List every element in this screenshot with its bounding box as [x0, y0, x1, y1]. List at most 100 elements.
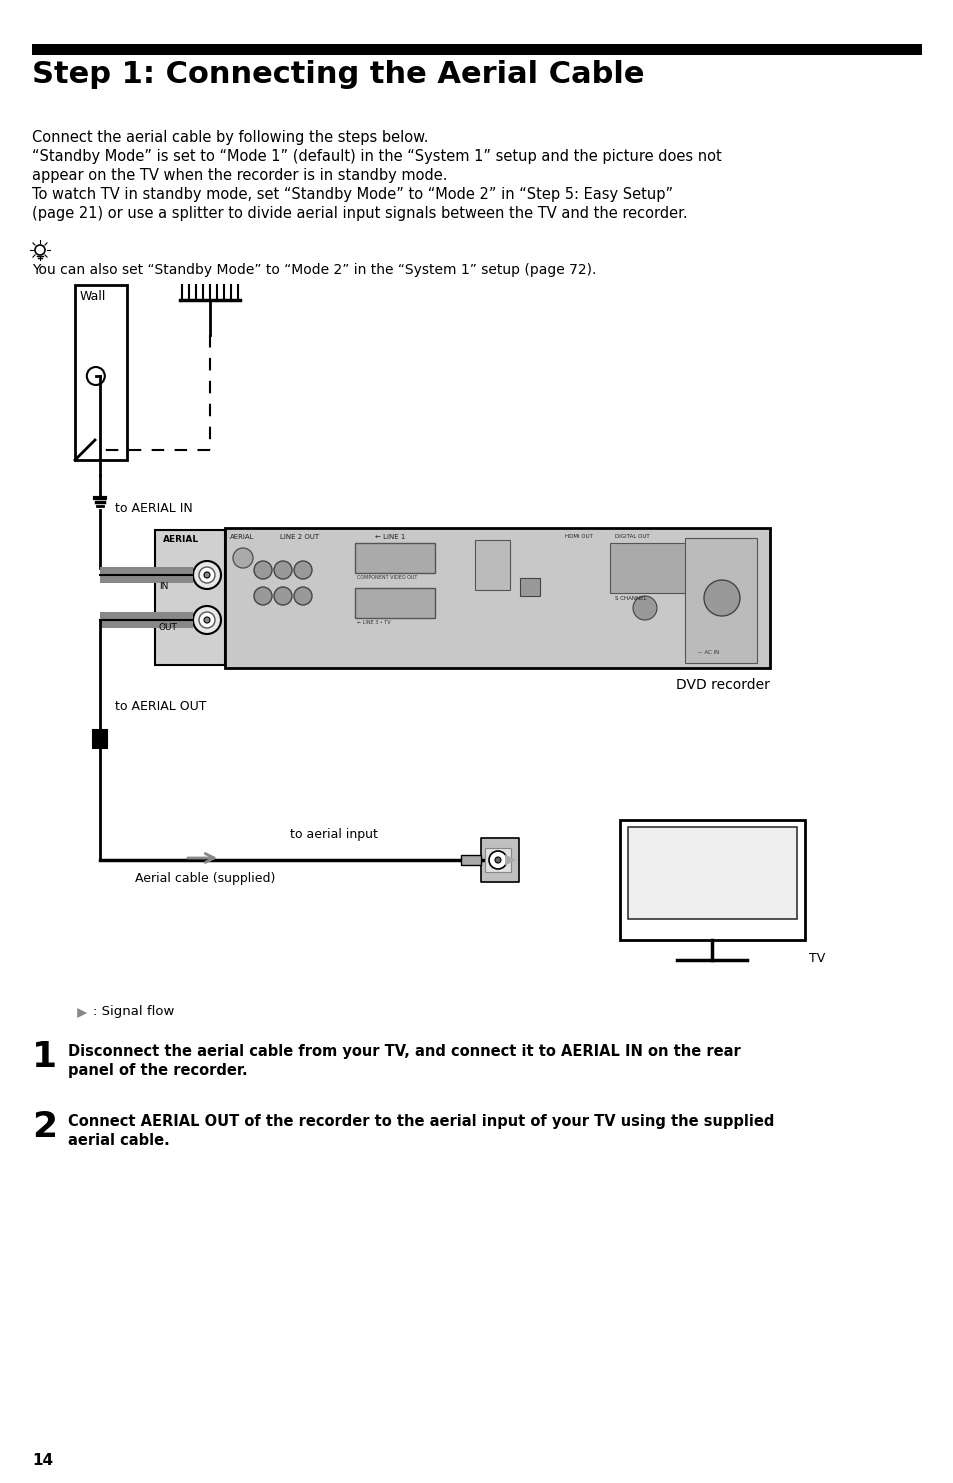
Circle shape — [422, 561, 427, 565]
Bar — [619, 820, 804, 940]
Circle shape — [199, 567, 214, 583]
Circle shape — [199, 612, 214, 627]
Circle shape — [415, 549, 418, 553]
Bar — [684, 538, 757, 663]
Circle shape — [422, 607, 427, 610]
Circle shape — [358, 561, 363, 565]
Circle shape — [274, 561, 292, 578]
Text: AERIAL: AERIAL — [230, 534, 254, 540]
Text: 1: 1 — [32, 1040, 57, 1074]
Bar — [475, 540, 510, 590]
Circle shape — [294, 587, 312, 605]
Circle shape — [193, 607, 221, 635]
Text: (page 21) or use a splitter to divide aerial input signals between the TV and th: (page 21) or use a splitter to divide ae… — [32, 206, 687, 221]
Bar — [627, 828, 796, 919]
Circle shape — [367, 607, 371, 610]
Bar — [355, 587, 435, 618]
Text: LINE 2 OUT: LINE 2 OUT — [280, 534, 319, 540]
Text: To watch TV in standby mode, set “Standby Mode” to “Mode 2” in “Step 5: Easy Set: To watch TV in standby mode, set “Standb… — [32, 187, 673, 202]
Circle shape — [274, 587, 292, 605]
Text: You can also set “Standby Mode” to “Mode 2” in the “System 1” setup (page 72).: You can also set “Standby Mode” to “Mode… — [32, 262, 596, 277]
Text: to AERIAL IN: to AERIAL IN — [115, 503, 193, 515]
Text: “Standby Mode” is set to “Mode 1” (default) in the “System 1” setup and the pict: “Standby Mode” is set to “Mode 1” (defau… — [32, 148, 721, 165]
Circle shape — [358, 607, 363, 610]
Circle shape — [391, 549, 395, 553]
Circle shape — [294, 561, 312, 578]
Circle shape — [382, 561, 387, 565]
Circle shape — [358, 595, 363, 598]
Text: OUT: OUT — [159, 623, 177, 632]
Text: appear on the TV when the recorder is in standby mode.: appear on the TV when the recorder is in… — [32, 168, 447, 182]
Bar — [519, 578, 539, 596]
Text: DVD recorder: DVD recorder — [676, 678, 769, 693]
Text: panel of the recorder.: panel of the recorder. — [68, 1063, 248, 1078]
Text: S CHANNEL: S CHANNEL — [615, 596, 646, 601]
Circle shape — [204, 617, 210, 623]
Circle shape — [415, 595, 418, 598]
Text: TV: TV — [808, 952, 824, 965]
Circle shape — [204, 572, 210, 578]
Circle shape — [87, 366, 105, 386]
Bar — [32, 44, 921, 55]
Text: AERIAL: AERIAL — [163, 535, 199, 544]
Circle shape — [407, 549, 411, 553]
Circle shape — [398, 561, 402, 565]
Circle shape — [375, 561, 378, 565]
Circle shape — [415, 607, 418, 610]
Text: ~ AC IN: ~ AC IN — [698, 650, 719, 655]
Text: to aerial input: to aerial input — [290, 828, 377, 841]
Circle shape — [391, 595, 395, 598]
Circle shape — [703, 580, 740, 615]
Text: : Signal flow: : Signal flow — [92, 1005, 174, 1017]
Circle shape — [495, 857, 500, 863]
Text: IN: IN — [159, 581, 168, 592]
Circle shape — [398, 607, 402, 610]
Text: aerial cable.: aerial cable. — [68, 1133, 170, 1148]
Bar — [460, 856, 480, 865]
Circle shape — [375, 595, 378, 598]
Circle shape — [382, 549, 387, 553]
Bar — [609, 543, 700, 593]
Bar — [225, 528, 769, 667]
Circle shape — [391, 561, 395, 565]
Bar — [480, 838, 518, 882]
Text: Wall: Wall — [80, 291, 107, 303]
Text: HDMI OUT: HDMI OUT — [564, 534, 592, 538]
Text: Connect AERIAL OUT of the recorder to the aerial input of your TV using the supp: Connect AERIAL OUT of the recorder to th… — [68, 1114, 774, 1129]
Text: 14: 14 — [32, 1453, 53, 1468]
Circle shape — [407, 607, 411, 610]
Text: 2: 2 — [32, 1109, 57, 1143]
Circle shape — [407, 595, 411, 598]
Bar — [100, 612, 193, 627]
Circle shape — [233, 549, 253, 568]
Text: DIGITAL OUT: DIGITAL OUT — [615, 534, 649, 538]
Text: Step 1: Connecting the Aerial Cable: Step 1: Connecting the Aerial Cable — [32, 59, 644, 89]
Circle shape — [391, 607, 395, 610]
Text: Aerial cable (supplied): Aerial cable (supplied) — [135, 872, 275, 885]
Bar — [92, 730, 107, 747]
Circle shape — [415, 561, 418, 565]
Text: ← LINE 1: ← LINE 1 — [375, 534, 405, 540]
Bar — [484, 848, 511, 872]
Bar — [75, 285, 127, 460]
Bar — [154, 529, 225, 664]
Circle shape — [422, 595, 427, 598]
Circle shape — [382, 595, 387, 598]
Circle shape — [398, 549, 402, 553]
Circle shape — [398, 595, 402, 598]
Circle shape — [375, 607, 378, 610]
Text: ← LINE 3 • TV: ← LINE 3 • TV — [356, 620, 390, 624]
Circle shape — [253, 561, 272, 578]
Circle shape — [253, 587, 272, 605]
Circle shape — [367, 595, 371, 598]
Text: COMPONENT VIDEO OUT: COMPONENT VIDEO OUT — [356, 575, 416, 580]
Circle shape — [367, 561, 371, 565]
Text: to AERIAL OUT: to AERIAL OUT — [115, 700, 206, 713]
Circle shape — [375, 549, 378, 553]
Bar — [355, 543, 435, 572]
Circle shape — [407, 561, 411, 565]
Bar — [100, 567, 193, 583]
Circle shape — [382, 607, 387, 610]
Circle shape — [489, 851, 506, 869]
Circle shape — [367, 549, 371, 553]
